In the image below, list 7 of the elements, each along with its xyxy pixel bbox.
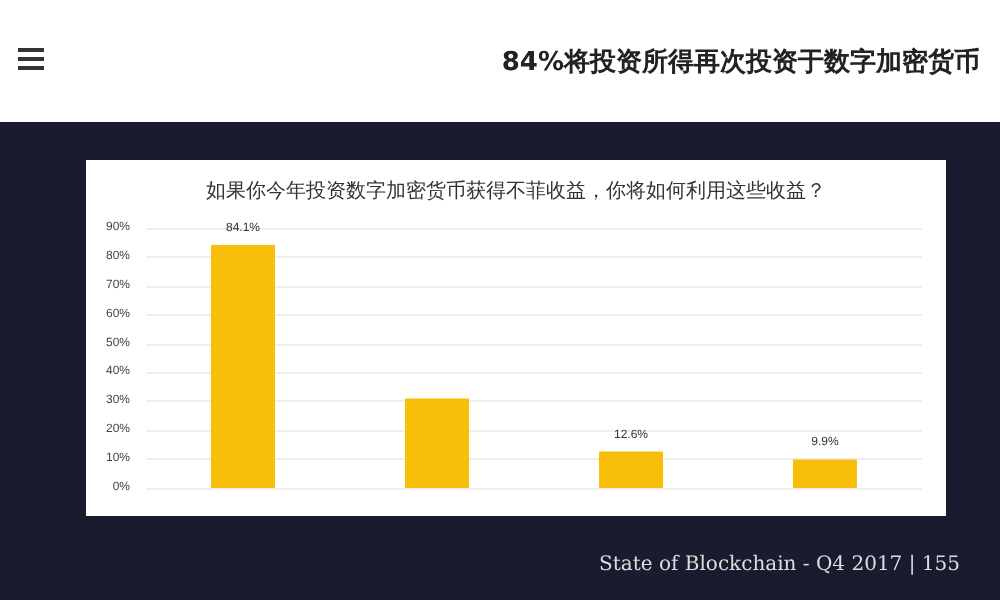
bar <box>405 398 469 488</box>
bar <box>211 245 275 488</box>
chart-subtitle: 如果你今年投资数字加密货币获得不菲收益，你将如何利用这些收益？ <box>206 179 826 203</box>
bar <box>599 451 663 488</box>
chart-title: 84%将投资所得再次投资于数字加密货币 <box>501 45 980 80</box>
bar <box>793 459 857 488</box>
text: State of Blockchain - Q4 2017 | 155 <box>599 554 960 576</box>
